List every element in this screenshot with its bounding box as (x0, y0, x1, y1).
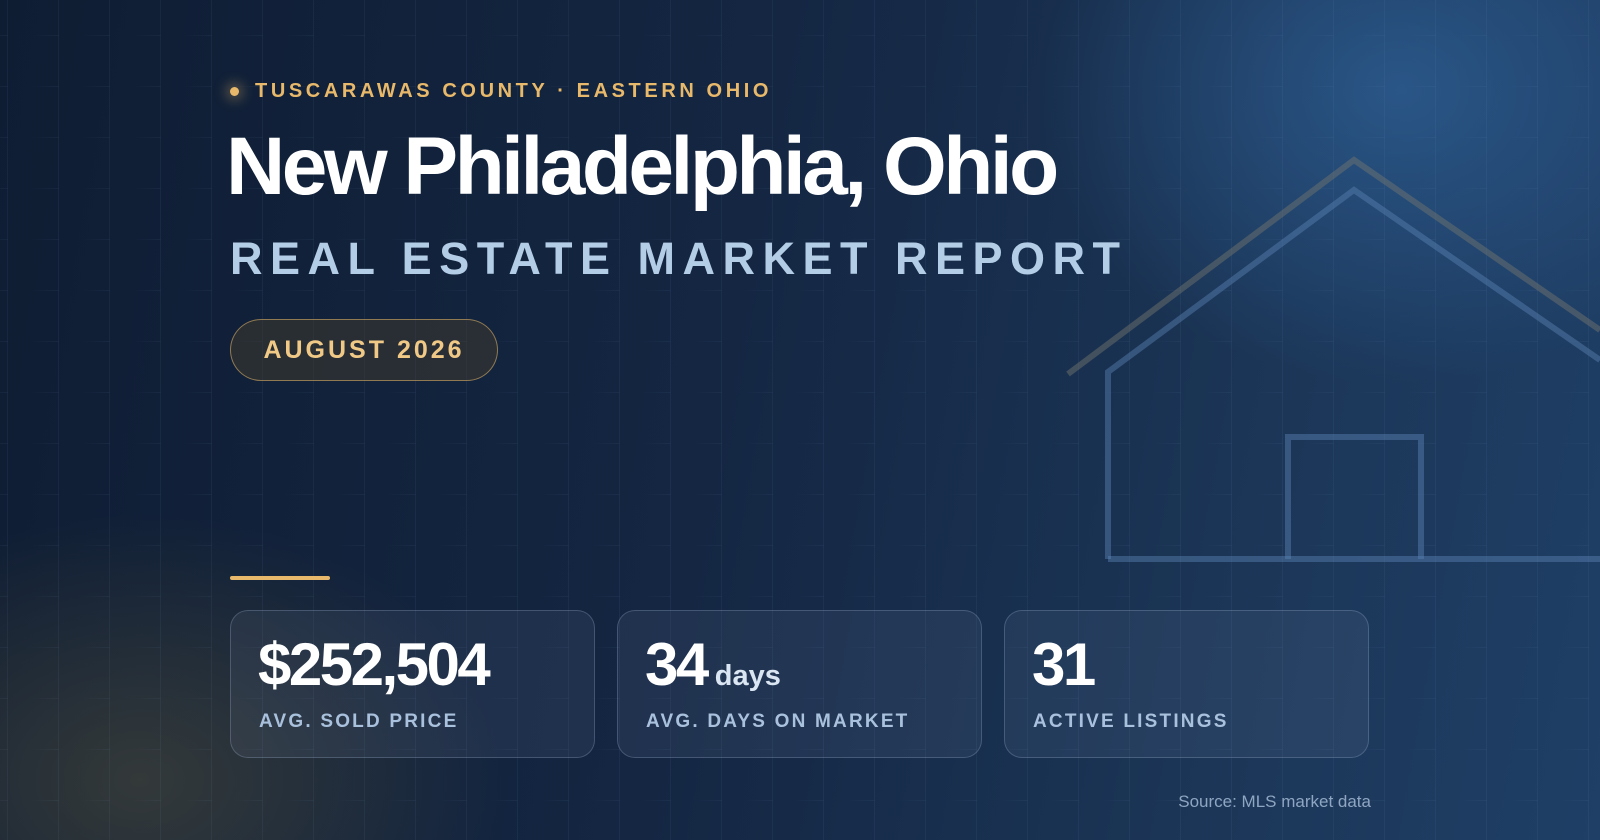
stat-card: $252,504 AVG. SOLD PRICE (230, 610, 595, 758)
stat-value: 34 (645, 631, 709, 698)
subtitle: REAL ESTATE MARKET REPORT (230, 233, 1128, 284)
stat-label: AVG. SOLD PRICE (259, 711, 459, 732)
eyebrow-text: TUSCARAWAS COUNTY · EASTERN OHIO (255, 80, 773, 102)
stat-value-row: 31 (1032, 635, 1096, 695)
stat-value: 31 (1032, 631, 1096, 698)
eyebrow-dot (230, 87, 239, 96)
accent-rule (230, 576, 330, 580)
source-note: Source: MLS market data (1178, 792, 1371, 811)
stat-value: $252,504 (258, 631, 491, 698)
title: New Philadelphia, Ohio (226, 121, 1059, 212)
stat-unit: days (714, 660, 781, 692)
stat-card: 31 ACTIVE LISTINGS (1004, 610, 1369, 758)
stat-card: 34 days AVG. DAYS ON MARKET (617, 610, 982, 758)
stat-label: AVG. DAYS ON MARKET (646, 711, 910, 732)
stat-label: ACTIVE LISTINGS (1033, 711, 1229, 732)
house-outline (1066, 156, 1600, 562)
stat-value-row: 34 days (645, 635, 781, 695)
eyebrow: TUSCARAWAS COUNTY · EASTERN OHIO (230, 80, 772, 103)
date-badge: AUGUST 2026 (230, 319, 498, 381)
stat-value-row: $252,504 (258, 635, 491, 695)
